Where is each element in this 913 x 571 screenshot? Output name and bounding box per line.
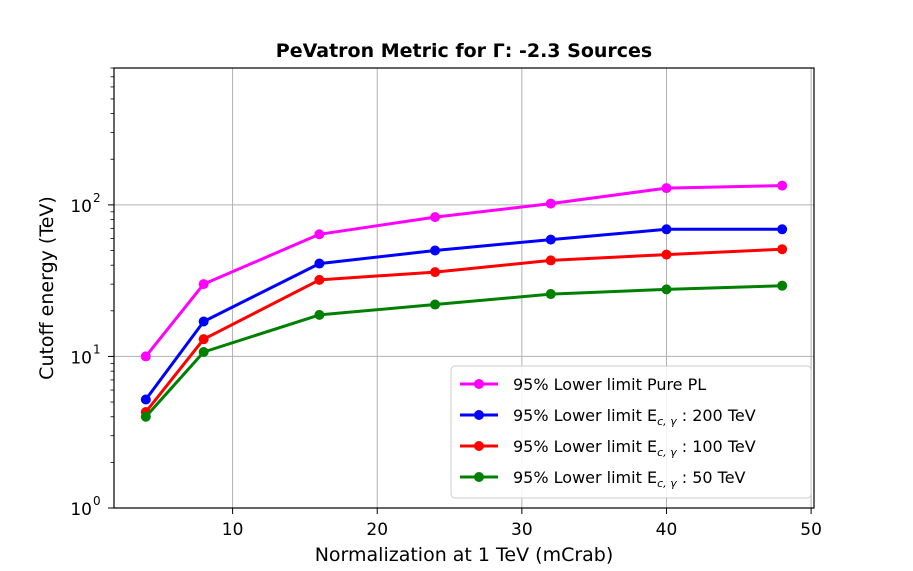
data-point bbox=[661, 183, 672, 194]
plot-frame bbox=[113, 67, 815, 509]
y-tick-exponent: 2 bbox=[93, 191, 101, 205]
data-point bbox=[198, 346, 209, 357]
data-point bbox=[777, 224, 788, 235]
legend: 95% Lower limit Pure PL 95% Lower limit E… bbox=[450, 365, 812, 499]
data-point bbox=[777, 280, 788, 291]
data-point bbox=[430, 245, 441, 256]
legend-label: 95% Lower limit Pure PL bbox=[513, 375, 706, 394]
series-layer bbox=[140, 180, 788, 422]
x-axis-label: Normalization at 1 TeV (mCrab) bbox=[315, 544, 614, 566]
legend-marker bbox=[474, 441, 484, 451]
data-point bbox=[430, 267, 441, 278]
y-tick-label: 10 bbox=[70, 197, 92, 217]
data-point bbox=[140, 351, 151, 362]
y-tick-label: 10 bbox=[70, 348, 92, 368]
data-point bbox=[198, 334, 209, 345]
data-point bbox=[198, 316, 209, 327]
y-axis-label: Cutoff energy (TeV) bbox=[36, 196, 58, 380]
x-tick-label: 10 bbox=[222, 520, 244, 540]
legend-label: 95% Lower limit Ec, γ : 200 TeV bbox=[513, 406, 756, 428]
x-tick-label: 20 bbox=[366, 520, 388, 540]
data-point bbox=[314, 309, 325, 320]
legend-marker bbox=[474, 379, 484, 389]
data-point bbox=[430, 212, 441, 223]
x-tick-label: 50 bbox=[800, 520, 822, 540]
y-tick-exponent: 0 bbox=[93, 494, 101, 508]
y-tick-exponent: 1 bbox=[93, 342, 101, 356]
y-tick-label: 10 bbox=[70, 500, 92, 520]
data-point bbox=[545, 198, 556, 209]
data-point bbox=[661, 249, 672, 260]
data-point bbox=[140, 411, 151, 422]
legend-label: 95% Lower limit Ec, γ : 50 TeV bbox=[513, 468, 746, 490]
data-point bbox=[314, 274, 325, 285]
data-point bbox=[314, 258, 325, 269]
legend-marker bbox=[474, 472, 484, 482]
data-point bbox=[545, 289, 556, 300]
x-tick-label: 30 bbox=[511, 520, 533, 540]
data-point bbox=[430, 299, 441, 310]
data-point bbox=[545, 234, 556, 245]
data-point bbox=[314, 229, 325, 240]
legend-label: 95% Lower limit Ec, γ : 100 TeV bbox=[513, 437, 756, 459]
data-point bbox=[198, 279, 209, 290]
data-point bbox=[140, 394, 151, 405]
legend-box bbox=[450, 365, 812, 499]
x-tick-label: 40 bbox=[656, 520, 678, 540]
data-point bbox=[777, 180, 788, 191]
data-point bbox=[545, 255, 556, 266]
data-point bbox=[777, 244, 788, 255]
chart-title: PeVatron Metric for Γ: -2.3 Sources bbox=[276, 40, 652, 62]
data-point bbox=[661, 224, 672, 235]
legend-marker bbox=[474, 410, 484, 420]
series-line bbox=[144, 184, 783, 358]
data-point bbox=[661, 284, 672, 295]
